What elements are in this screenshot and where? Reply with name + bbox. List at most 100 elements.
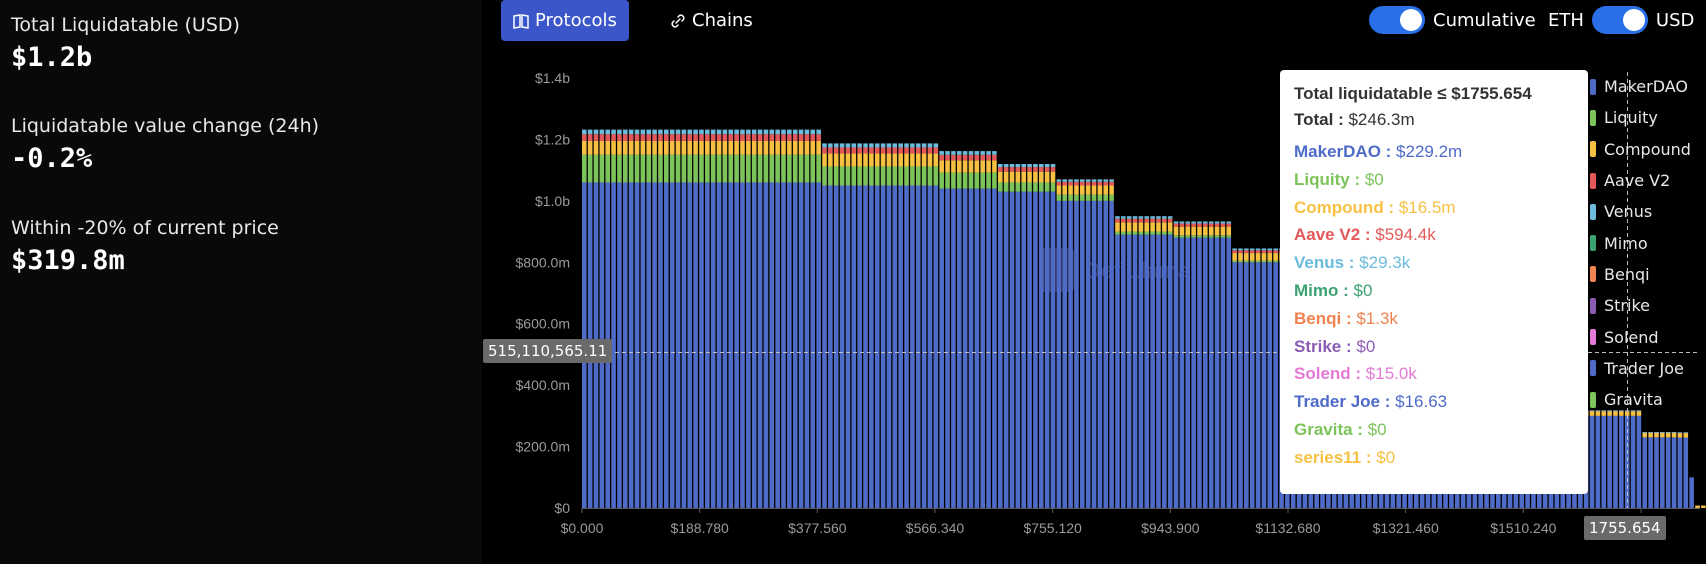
tab-chains[interactable]: Chains [670,0,753,41]
legend-item[interactable]: Trader Joe [1590,353,1691,384]
legend-swatch [1590,109,1596,126]
book-icon [513,13,529,29]
legend-label: Compound [1604,139,1691,159]
tooltip-row-name: Benqi : [1294,308,1357,328]
legend-swatch [1590,235,1596,252]
tooltip-row-value: $29.3k [1359,253,1411,273]
toggle-knob [1400,9,1422,31]
tooltip-row-value: $16.63 [1395,392,1448,412]
stat-label: Liquidatable value change (24h) [11,115,320,137]
toggle-switch[interactable] [1369,6,1425,34]
tooltip-total: Total : $246.3m [1294,110,1574,130]
tooltip-total-label: Total : [1294,110,1344,129]
legend-label: Aave V2 [1604,171,1671,191]
tooltip-row-name: Compound : [1294,197,1399,217]
tab-protocols[interactable]: Protocols [501,0,629,41]
legend-swatch [1590,78,1596,95]
stats-panel: Total Liquidatable (USD) $1.2b Liquidata… [0,0,482,564]
stat-label: Within -20% of current price [11,217,279,239]
cumulative-toggle[interactable]: Cumulative [1369,6,1536,34]
legend-item[interactable]: Aave V2 [1590,165,1691,196]
legend-label: Mimo [1604,233,1648,253]
tooltip-row: series11 : $0 [1294,444,1574,472]
legend-label: Liquity [1604,108,1658,128]
stat-value: $1.2b [11,42,93,73]
chart-legend: MakerDAO Liquity Compound Aave V2 Venus Mimo B… [1590,71,1691,415]
legend-swatch [1590,172,1596,189]
tooltip-row: Compound : $16.5m [1294,194,1574,222]
tooltip-row-value: $0 [1367,419,1387,439]
legend-label: Strike [1604,296,1650,316]
crosshair-x-label: 1755.654 [1584,516,1666,540]
legend-swatch [1590,203,1596,220]
tooltip-title: Total liquidatable ≤ $1755.654 [1294,84,1532,103]
tooltip-row-value: $0 [1353,280,1373,300]
legend-item[interactable]: Gravita [1590,384,1691,415]
tooltip-row-name: series11 : [1294,447,1377,467]
legend-swatch [1590,391,1596,408]
toggle-label: Cumulative [1433,9,1536,31]
stat-within-20: Within -20% of current price $319.8m [11,217,279,276]
toggle-knob [1622,9,1645,31]
legend-label: Venus [1604,202,1653,222]
tooltip-row: Aave V2 : $594.4k [1294,221,1574,249]
legend-item[interactable]: Solend [1590,321,1691,352]
legend-item[interactable]: Liquity [1590,102,1691,133]
link-icon [671,13,685,28]
tooltip-row-name: Trader Joe : [1294,392,1396,412]
tooltip-row-name: MakerDAO : [1294,142,1397,161]
legend-swatch [1590,266,1596,283]
eth-label: ETH [1548,9,1584,31]
toggle-switch[interactable] [1591,6,1648,34]
stat-label: Total Liquidatable (USD) [11,14,240,36]
stat-value-change: Liquidatable value change (24h) -0.2% [11,115,319,174]
tooltip-row-value: $229.2m [1396,142,1463,161]
legend-item[interactable]: Strike [1590,290,1691,321]
tooltip-row-value: $0 [1376,447,1396,467]
legend-swatch [1590,297,1596,314]
tooltip-row-name: Mimo : [1294,280,1354,300]
legend-item[interactable]: MakerDAO [1590,71,1691,102]
legend-swatch [1590,329,1596,346]
tooltip-row-name: Liquity : [1294,169,1365,189]
stat-value: -0.2% [11,143,93,174]
chart-tooltip: Total liquidatable ≤ $1755.654 Total : $… [1280,70,1588,494]
tooltip-row-value: $1.3k [1356,308,1398,328]
tooltip-row-name: Gravita : [1294,419,1368,439]
tooltip-row: MakerDAO : $229.2m [1294,138,1574,166]
tooltip-row: Strike : $0 [1294,333,1574,361]
stat-value: $319.8m [11,245,125,276]
currency-toggle[interactable]: ETH USD [1548,6,1694,34]
legend-swatch [1590,141,1596,158]
legend-label: Gravita [1604,390,1663,410]
tooltip-row-name: Aave V2 : [1294,225,1376,245]
tooltip-rows: MakerDAO : $229.2m Liquity : $0 Compound :… [1294,138,1574,472]
tooltip-row: Mimo : $0 [1294,277,1574,305]
tooltip-row-name: Venus : [1294,253,1360,273]
tooltip-row-value: $0 [1364,169,1384,189]
legend-item[interactable]: Venus [1590,196,1691,227]
tab-label: Protocols [535,10,617,31]
tooltip-row: Benqi : $1.3k [1294,305,1574,333]
tooltip-total-value: $246.3m [1348,110,1415,129]
legend-item[interactable]: Mimo [1590,227,1691,258]
tooltip-row-value: $16.5m [1398,197,1456,217]
stat-total-liquidatable: Total Liquidatable (USD) $1.2b [11,14,240,73]
tooltip-row: Liquity : $0 [1294,166,1574,194]
tooltip-row-name: Strike : [1294,336,1357,356]
tooltip-row: Gravita : $0 [1294,416,1574,444]
legend-label: Benqi [1604,264,1650,284]
legend-label: Trader Joe [1604,358,1684,378]
tooltip-row-name: Solend : [1294,364,1366,384]
tooltip-row: Solend : $15.0k [1294,360,1574,388]
tooltip-row-value: $594.4k [1375,225,1436,245]
crosshair-y-label: 515,110,565.11 [483,339,613,363]
legend-label: MakerDAO [1604,77,1689,97]
tab-label: Chains [692,10,753,31]
legend-item[interactable]: Compound [1590,134,1691,165]
tooltip-row-value: $15.0k [1365,364,1417,384]
usd-label: USD [1655,9,1695,31]
tooltip-row-value: $0 [1356,336,1376,356]
legend-item[interactable]: Benqi [1590,259,1691,290]
tooltip-row: Trader Joe : $16.63 [1294,388,1574,416]
